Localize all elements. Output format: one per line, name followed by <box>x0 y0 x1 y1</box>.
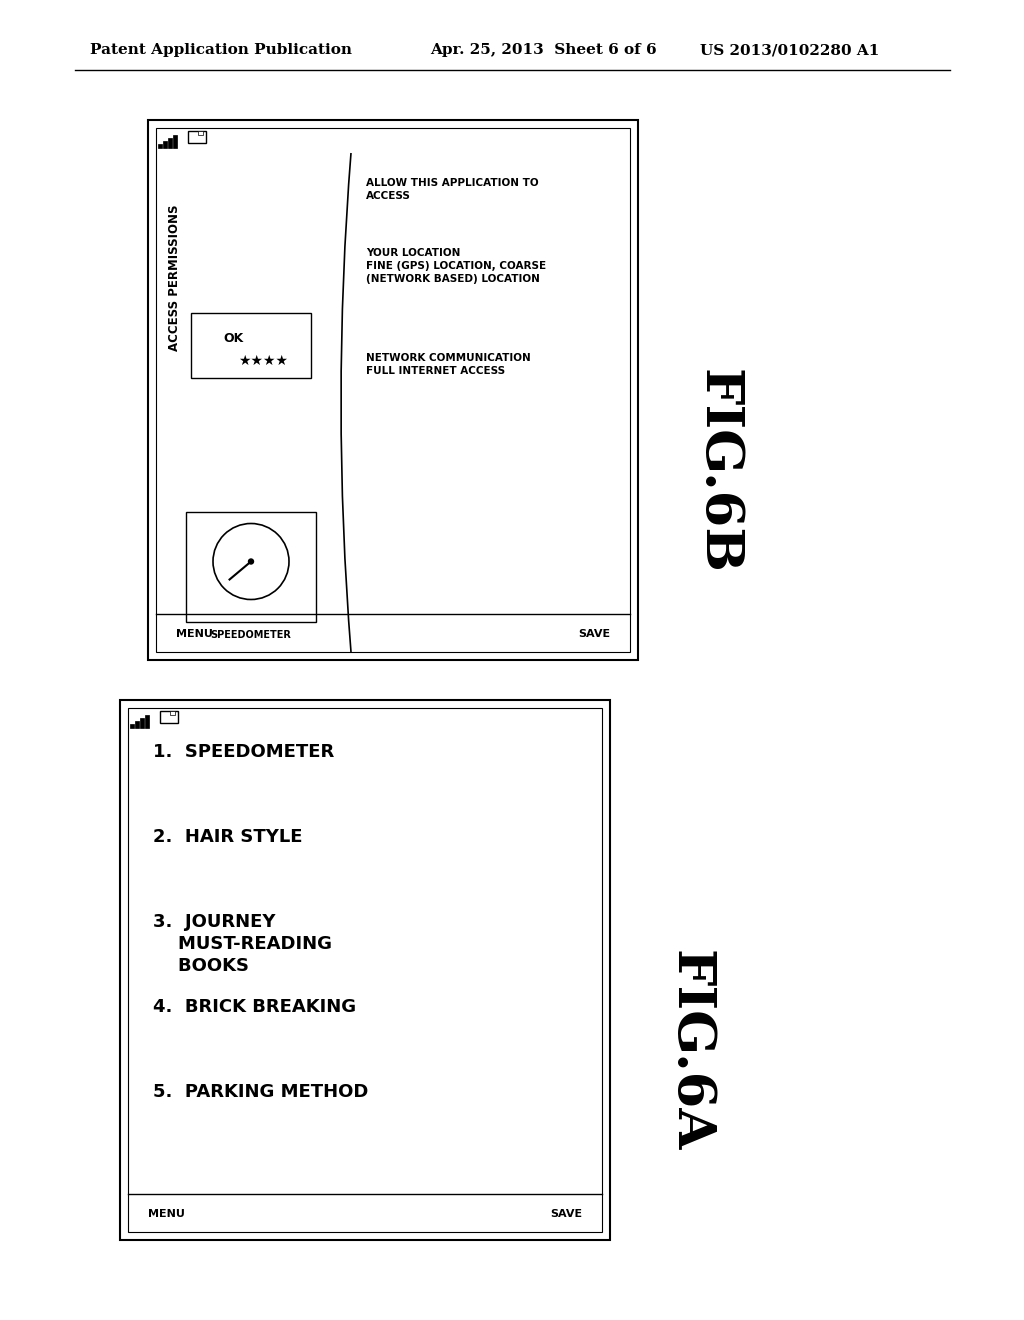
Bar <box>148 120 638 660</box>
Bar <box>140 718 143 729</box>
Text: FIG.6A: FIG.6A <box>665 950 716 1151</box>
Text: YOUR LOCATION
FINE (GPS) LOCATION, COARSE
(NETWORK BASED) LOCATION: YOUR LOCATION FINE (GPS) LOCATION, COARS… <box>366 248 546 284</box>
Text: 3.  JOURNEY
    MUST-READING
    BOOKS: 3. JOURNEY MUST-READING BOOKS <box>153 913 332 975</box>
Text: ★★★★: ★★★★ <box>238 354 288 368</box>
Text: 4.  BRICK BREAKING: 4. BRICK BREAKING <box>153 998 356 1016</box>
Text: ALLOW THIS APPLICATION TO
ACCESS: ALLOW THIS APPLICATION TO ACCESS <box>366 178 539 201</box>
Bar <box>173 135 176 148</box>
Text: SPEEDOMETER: SPEEDOMETER <box>211 630 292 640</box>
Text: FIG.6B: FIG.6B <box>692 368 743 573</box>
Text: Patent Application Publication: Patent Application Publication <box>90 44 352 57</box>
Bar <box>158 144 162 148</box>
Circle shape <box>213 524 289 599</box>
Bar <box>163 141 167 148</box>
Bar <box>186 512 316 622</box>
Bar <box>120 700 610 1239</box>
Bar <box>160 711 178 723</box>
Bar <box>188 131 206 143</box>
Text: NETWORK COMMUNICATION
FULL INTERNET ACCESS: NETWORK COMMUNICATION FULL INTERNET ACCE… <box>366 352 530 376</box>
Text: 1.  SPEEDOMETER: 1. SPEEDOMETER <box>153 743 334 762</box>
Text: SAVE: SAVE <box>578 630 610 639</box>
Bar <box>130 723 133 729</box>
Text: SAVE: SAVE <box>550 1209 582 1218</box>
Text: 5.  PARKING METHOD: 5. PARKING METHOD <box>153 1082 369 1101</box>
Bar <box>170 711 175 715</box>
Text: US 2013/0102280 A1: US 2013/0102280 A1 <box>700 44 880 57</box>
Text: 2.  HAIR STYLE: 2. HAIR STYLE <box>153 828 302 846</box>
Bar <box>168 139 171 148</box>
Text: MENU: MENU <box>148 1209 185 1218</box>
Text: ACCESS PERMISSIONS: ACCESS PERMISSIONS <box>168 205 180 351</box>
Bar <box>156 128 630 652</box>
Text: OK: OK <box>223 333 243 345</box>
Bar <box>191 313 311 378</box>
Text: Apr. 25, 2013  Sheet 6 of 6: Apr. 25, 2013 Sheet 6 of 6 <box>430 44 656 57</box>
Bar <box>135 721 138 729</box>
Bar <box>128 708 602 1232</box>
Text: MENU: MENU <box>176 630 213 639</box>
Bar <box>145 715 148 729</box>
Circle shape <box>249 558 254 564</box>
Bar <box>198 131 203 135</box>
